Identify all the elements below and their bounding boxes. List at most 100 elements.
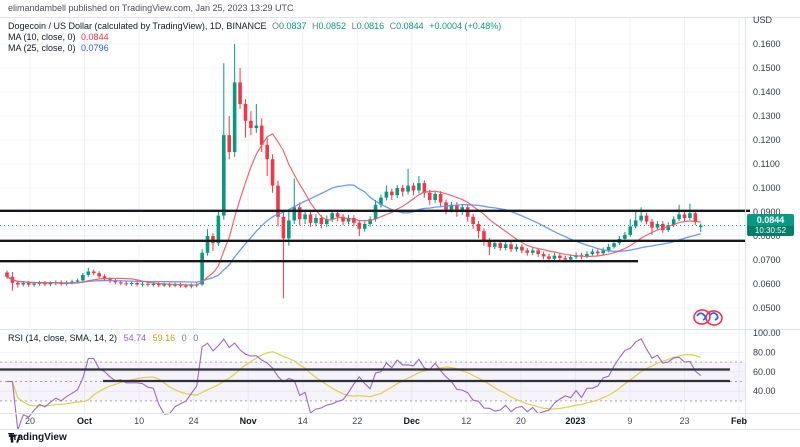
candle-down: [43, 282, 47, 285]
publish-header: elimandambell published on TradingView.c…: [0, 0, 800, 17]
ma10-label[interactable]: MA (10, close, 0): [8, 32, 76, 42]
annotation-scribble-mark: [696, 312, 719, 321]
candle-up: [417, 183, 421, 191]
candle-up: [530, 250, 535, 253]
candle-up: [493, 243, 497, 247]
candle-down: [650, 221, 654, 228]
candle-up: [81, 274, 85, 281]
candle-down: [265, 144, 269, 160]
candle-down: [319, 218, 324, 224]
candle-up: [639, 215, 643, 221]
candle-up: [75, 280, 80, 282]
ma10-value: 0.0844: [81, 32, 109, 42]
candle-up: [330, 213, 334, 220]
time-axis-label: Feb: [731, 416, 748, 426]
candle-up: [671, 219, 676, 226]
ma25-value: 0.0796: [81, 43, 109, 53]
candle-down: [541, 254, 546, 257]
candle-down: [644, 215, 649, 222]
candle-down: [26, 283, 31, 285]
candle-down: [281, 216, 286, 239]
main-legend: Dogecoin / US Dollar (calculated by Trad…: [8, 21, 504, 54]
candle-down: [259, 125, 264, 145]
last-price-value: 0.0844: [756, 215, 785, 226]
close-value: 0.0844: [396, 21, 424, 31]
ma25-line: [6, 184, 701, 284]
candle-down: [661, 224, 665, 230]
candle-down: [308, 214, 313, 223]
candle-down: [520, 246, 524, 251]
candle-down: [595, 251, 600, 254]
low-label: L: [351, 21, 357, 31]
last-price-badge: 0.0844 10:30:52: [747, 214, 794, 237]
price-axis-label: 0.0600: [753, 279, 781, 289]
candle-up: [362, 224, 367, 229]
symbol-title[interactable]: Dogecoin / US Dollar (calculated by Trad…: [8, 21, 267, 31]
candle-down: [243, 104, 248, 121]
candle-up: [254, 125, 259, 128]
candle-down: [487, 240, 492, 247]
high-value: 0.0852: [318, 21, 347, 31]
candle-up: [628, 226, 633, 235]
candle-up: [384, 191, 389, 198]
time-axis-label: Oct: [77, 416, 92, 426]
candle-down: [16, 282, 20, 285]
candle-up: [406, 185, 410, 192]
bar-close-countdown: 10:30:52: [747, 226, 794, 237]
candle-down: [357, 222, 362, 229]
candle-down: [167, 284, 172, 286]
candle-down: [135, 283, 139, 285]
candle-down: [341, 216, 345, 222]
rsi-label[interactable]: RSI (14, close, SMA, 14, 2): [8, 333, 118, 343]
candle-up: [21, 283, 26, 285]
candle-down: [498, 243, 503, 248]
candle-down: [227, 135, 232, 152]
candle-down: [238, 82, 242, 104]
price-axis-label: 0.0900: [753, 207, 781, 217]
price-axis-unit-label: USD: [753, 15, 773, 25]
candle-up: [503, 244, 508, 248]
candle-down: [91, 271, 96, 274]
candle-up: [552, 255, 557, 259]
rsi-ma-value: 59.16: [152, 333, 176, 343]
candle-down: [422, 183, 427, 193]
candle-up: [606, 246, 611, 251]
candle-down: [119, 282, 123, 284]
ma10-line: [6, 133, 701, 286]
candle-up: [86, 271, 91, 275]
candle-down: [276, 185, 280, 217]
publish-info: elimandambell published on TradingView.c…: [8, 3, 294, 13]
candle-down: [102, 276, 107, 280]
candle-up: [151, 284, 156, 285]
candle-up: [666, 225, 671, 230]
candle-up: [688, 213, 692, 218]
price-axis-label: 0.1300: [753, 111, 781, 121]
tradingview-watermark[interactable]: TradingView: [8, 432, 67, 443]
candle-down: [113, 281, 118, 283]
rsi-axis-label: 60.00: [753, 367, 776, 377]
low-value: 0.0816: [356, 21, 385, 31]
candle-down: [482, 231, 486, 241]
candle-down: [476, 224, 481, 232]
time-axis-label: Dec: [404, 416, 421, 426]
candle-down: [693, 213, 698, 223]
candle-down: [335, 213, 340, 217]
candle-down: [178, 284, 183, 286]
candle-up: [623, 234, 627, 239]
candle-down: [682, 214, 687, 218]
candle-down: [5, 272, 9, 277]
ma25-label[interactable]: MA (25, close, 0): [8, 43, 76, 53]
candle-down: [249, 120, 253, 128]
ma10-legend-row: MA (10, close, 0) 0.0844: [8, 32, 504, 43]
candle-down: [411, 185, 416, 191]
candle-down: [427, 192, 432, 200]
candle-up: [216, 215, 221, 244]
candle-up: [303, 214, 307, 220]
candle-up: [189, 285, 194, 287]
rsi-value: 54.74: [123, 333, 147, 343]
candle-up: [677, 214, 681, 220]
candle-up: [633, 220, 638, 227]
candle-up: [222, 135, 226, 216]
